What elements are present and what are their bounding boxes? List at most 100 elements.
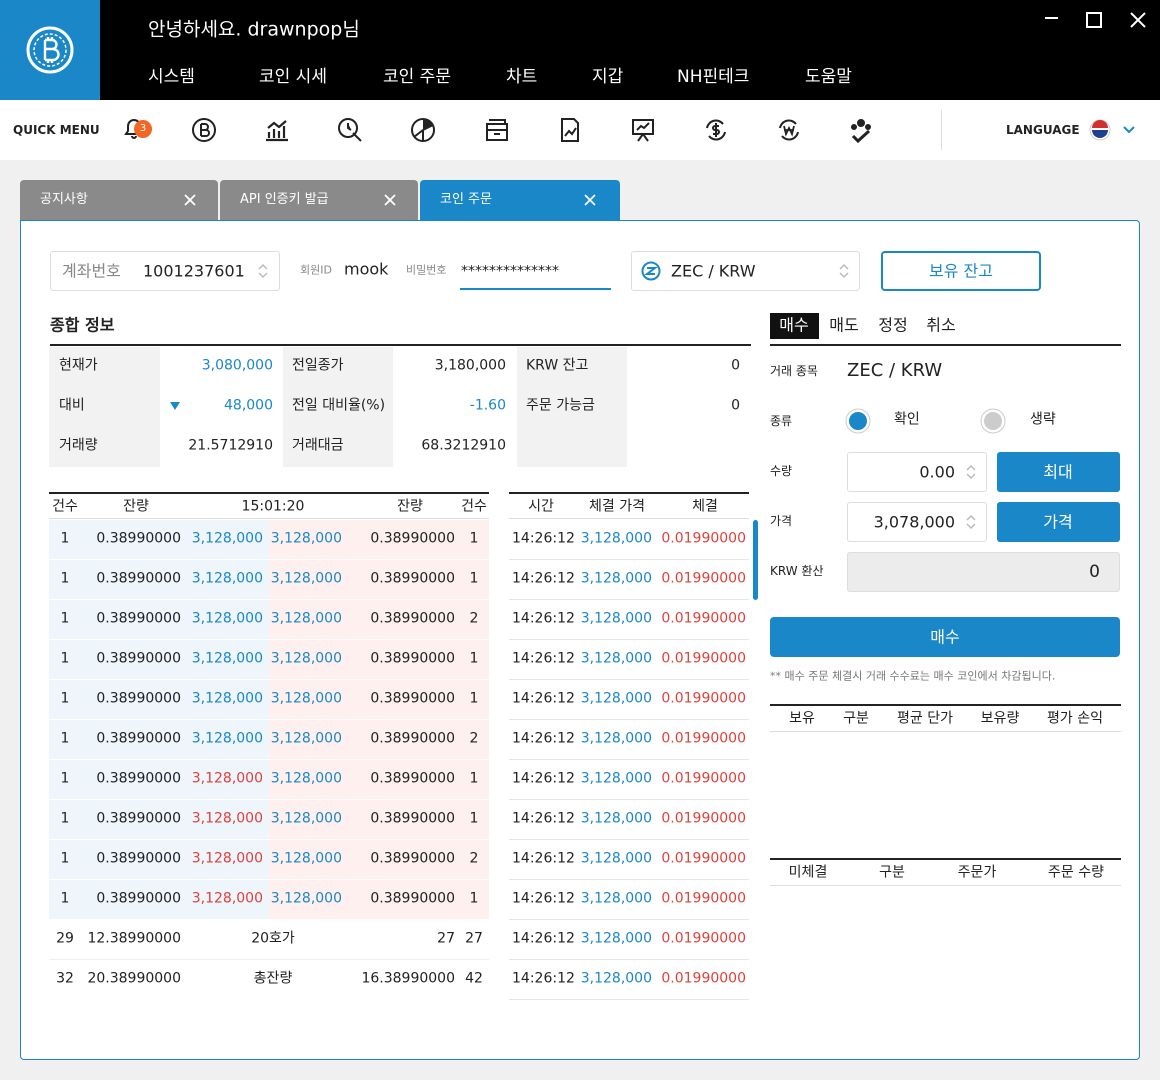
order-tab[interactable]: 매수 bbox=[779, 315, 808, 334]
trade-quantity: 0.01990000 bbox=[661, 891, 746, 908]
holdings-header: 보유량 bbox=[981, 711, 1020, 728]
menu-item[interactable]: NH핀테크 bbox=[677, 67, 749, 87]
submit-label[interactable]: 매수 bbox=[930, 627, 959, 646]
count: 1 bbox=[470, 531, 479, 548]
radio-label: 확인 bbox=[894, 412, 920, 429]
summary-label: 거래량 bbox=[59, 438, 98, 455]
window-controls[interactable] bbox=[1040, 10, 1150, 32]
balance-button-label[interactable]: 보유 잔고 bbox=[929, 261, 993, 280]
orderbook-header: 건수 bbox=[461, 499, 487, 516]
orderbook-rule bbox=[49, 492, 489, 494]
menu-item[interactable]: 코인 시세 bbox=[259, 67, 327, 87]
tab-close[interactable] bbox=[583, 193, 597, 207]
trade-quantity: 0.01990000 bbox=[661, 931, 746, 948]
radio[interactable] bbox=[980, 408, 1006, 434]
price: 3,128,000 bbox=[192, 571, 263, 588]
count: 42 bbox=[465, 971, 483, 988]
trade-price: 3,128,000 bbox=[581, 691, 652, 708]
quick-icon[interactable] bbox=[847, 116, 875, 144]
quick-icon[interactable] bbox=[483, 116, 511, 144]
note: ** 매수 주문 체결시 거래 수수료는 매수 코인에서 차감됩니다. bbox=[770, 669, 1055, 682]
symbol: ZEC / KRW bbox=[847, 360, 942, 382]
quick-icon[interactable] bbox=[556, 116, 584, 144]
quick-menu-label: QUICK MENU bbox=[13, 123, 100, 137]
quantity: 0.38990000 bbox=[370, 851, 455, 868]
spinner bbox=[966, 514, 976, 530]
quick-icon[interactable] bbox=[702, 116, 730, 144]
pending-header: 구분 bbox=[879, 865, 905, 882]
tab-label[interactable]: API 인증키 발급 bbox=[240, 192, 329, 208]
trade-time: 14:26:12 bbox=[512, 851, 575, 868]
price: 3,128,000 bbox=[192, 531, 263, 548]
quantity: 0.38990000 bbox=[96, 771, 181, 788]
krw-box bbox=[847, 552, 1120, 592]
spinner bbox=[839, 263, 849, 279]
summary-value: -1.60 bbox=[470, 398, 506, 415]
down-arrow bbox=[169, 401, 181, 411]
market: ZEC / KRW bbox=[671, 261, 756, 280]
tab-close[interactable] bbox=[383, 193, 397, 207]
count: 27 bbox=[465, 931, 483, 948]
account-label: 계좌번호 bbox=[62, 261, 121, 280]
quantity: 0.38990000 bbox=[96, 731, 181, 748]
language-flag[interactable] bbox=[1089, 119, 1139, 141]
quick-icon[interactable] bbox=[263, 116, 291, 144]
tab-label[interactable]: 코인 주문 bbox=[440, 192, 492, 208]
trade-price: 3,128,000 bbox=[581, 531, 652, 548]
price: 3,128,000 bbox=[271, 811, 342, 828]
trade-price: 3,128,000 bbox=[581, 851, 652, 868]
spinner bbox=[258, 263, 268, 279]
pending-header: 주문 수량 bbox=[1048, 865, 1104, 882]
menu-item[interactable]: 지갑 bbox=[592, 67, 623, 87]
trade-time: 14:26:12 bbox=[512, 571, 575, 588]
pending-rule bbox=[770, 858, 1121, 860]
order-tab[interactable]: 정정 bbox=[878, 315, 907, 334]
menu-item[interactable]: 시스템 bbox=[148, 67, 195, 87]
quick-icon[interactable] bbox=[409, 116, 437, 144]
quick-icon[interactable] bbox=[190, 116, 218, 144]
price-button-label[interactable]: 가격 bbox=[1043, 512, 1072, 531]
count: 1 bbox=[470, 771, 479, 788]
quick-icon[interactable] bbox=[775, 116, 803, 144]
password[interactable]: ************** bbox=[461, 264, 559, 281]
summary-label: KRW 잔고 bbox=[526, 358, 588, 375]
language-label: LANGUAGE bbox=[1006, 123, 1080, 137]
count: 1 bbox=[61, 651, 70, 668]
price: 3,128,000 bbox=[192, 731, 263, 748]
quantity: 27 bbox=[437, 931, 455, 948]
scrollbar[interactable] bbox=[753, 520, 758, 600]
summary-label: 전일종가 bbox=[292, 358, 344, 375]
footer-label: 총잔량 bbox=[254, 971, 293, 988]
price: 3,128,000 bbox=[271, 851, 342, 868]
radio-checked[interactable] bbox=[845, 408, 871, 434]
tab-label[interactable]: 공지사항 bbox=[40, 192, 88, 208]
order-tab[interactable]: 취소 bbox=[926, 315, 955, 334]
row-line bbox=[509, 799, 749, 800]
summary-label: 주문 가능금 bbox=[526, 398, 595, 415]
holdings-header: 구분 bbox=[843, 711, 869, 728]
quantity: 0.38990000 bbox=[370, 571, 455, 588]
market-icon bbox=[641, 261, 661, 281]
count: 1 bbox=[470, 891, 479, 908]
qty-value: 0.00 bbox=[919, 462, 955, 481]
quick-icon[interactable] bbox=[336, 116, 364, 144]
menu-item[interactable]: 코인 주문 bbox=[383, 67, 451, 87]
field-label: 종류 bbox=[770, 414, 792, 428]
menu-item[interactable]: 도움말 bbox=[805, 67, 852, 87]
trades-header: 체결 가격 bbox=[589, 499, 645, 516]
orderbook-header: 잔량 bbox=[123, 499, 149, 516]
tab-close[interactable] bbox=[183, 193, 197, 207]
trade-time: 14:26:12 bbox=[512, 731, 575, 748]
price: 3,128,000 bbox=[271, 731, 342, 748]
orderbook-header: 잔량 bbox=[397, 499, 423, 516]
trade-time: 14:26:12 bbox=[512, 611, 575, 628]
quick-icon[interactable] bbox=[629, 116, 657, 144]
menu-item[interactable]: 차트 bbox=[506, 67, 537, 87]
max-button-label[interactable]: 최대 bbox=[1043, 462, 1072, 481]
member-id: mook bbox=[344, 259, 388, 278]
holdings-header: 보유 bbox=[789, 711, 815, 728]
quantity: 0.38990000 bbox=[370, 691, 455, 708]
order-tab[interactable]: 매도 bbox=[829, 315, 858, 334]
